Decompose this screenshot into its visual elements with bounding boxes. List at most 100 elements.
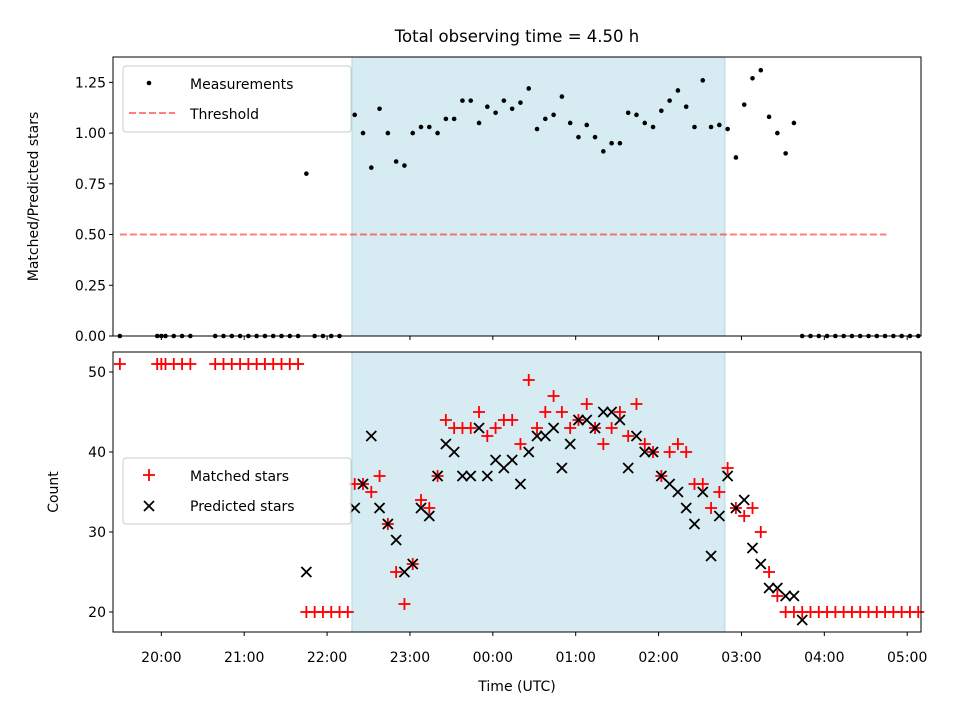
predicted-star-point (763, 582, 775, 594)
matched-star-point (506, 414, 519, 426)
ratio-plot-frame (112, 56, 922, 337)
predicted-star-point (357, 478, 369, 490)
measurement-point (592, 134, 598, 140)
measurement-point (791, 120, 797, 126)
y-tick-label: 1.00 (75, 126, 106, 142)
y-tick-label: 0.75 (75, 177, 106, 193)
matched-star-point (439, 414, 452, 426)
measurement-point (559, 94, 565, 99)
predicted-star-points (300, 406, 808, 626)
x-tick-label: 22:00 (307, 650, 347, 666)
x-tick-label: 20:00 (141, 650, 181, 666)
matched-star-point (746, 502, 759, 514)
predicted-star-point (423, 510, 435, 522)
measurement-point (584, 122, 590, 128)
measurement-point (783, 151, 788, 156)
time-x-axis-label: Time (UTC) (477, 679, 555, 695)
measurement-point (435, 130, 440, 136)
measurement-point (543, 116, 548, 122)
measurement-point (733, 155, 739, 160)
matched-star-point (680, 446, 693, 458)
predicted-star-point (514, 478, 527, 490)
measurement-point (692, 124, 697, 130)
measurement-point (567, 120, 573, 126)
predicted-star-point (589, 422, 601, 434)
matched-star-point (713, 486, 726, 498)
matched-star-point (539, 406, 552, 418)
predicted-star-point (465, 470, 477, 482)
matched-star-point (473, 406, 486, 418)
predicted-star-point (622, 462, 634, 474)
matched-star-point (341, 606, 354, 618)
matched-legend-label: Matched stars (190, 469, 289, 485)
observing-window-shade (351, 351, 726, 633)
matched-star-point (613, 406, 626, 418)
matched-star-point (113, 358, 126, 370)
measurement-point (402, 163, 407, 168)
matched-star-point (580, 398, 593, 410)
matched-star-point (365, 486, 378, 498)
measurement-point (650, 124, 656, 130)
measurement-point (493, 110, 498, 116)
measurement-point (393, 159, 399, 164)
matched-star-point (622, 430, 635, 442)
x-tick-label: 01:00 (556, 650, 596, 666)
measurement-point (625, 110, 631, 116)
predicted-star-point (597, 406, 609, 418)
matched-star-point (597, 438, 610, 450)
matched-star-point (390, 566, 403, 578)
measurement-point (443, 116, 449, 122)
count-panel: 20:00 21:00 22:00 23:00 00:00 01:00 02:00 03:00… (46, 351, 927, 695)
matched-star-point (663, 446, 676, 458)
matched-star-point (489, 422, 502, 434)
measurements-legend-marker (146, 80, 152, 86)
measurement-point (476, 120, 482, 126)
measurement-point (601, 149, 606, 154)
count-legend-box (122, 457, 352, 525)
measurement-point (700, 78, 706, 83)
predicted-star-point (523, 446, 535, 458)
measurement-point (304, 171, 309, 176)
predicted-star-point (639, 446, 651, 458)
count-y-axis-label: Count (46, 471, 62, 513)
x-tick-label: 04:00 (804, 650, 844, 666)
measurement-point (377, 106, 382, 112)
matched-star-point (738, 510, 751, 522)
matched-star-point (912, 606, 925, 618)
predicted-star-point (688, 518, 701, 530)
measurement-point (741, 102, 747, 107)
predicted-star-point (630, 430, 643, 442)
matched-legend-marker (143, 469, 155, 481)
y-tick-label: 1.25 (75, 75, 106, 91)
matched-star-point (522, 374, 535, 386)
y-tick-label: 50 (88, 365, 106, 381)
measurement-point (460, 98, 465, 103)
measurement-point (667, 98, 672, 103)
measurement-point (451, 116, 457, 122)
measurement-point (526, 86, 532, 91)
predicted-star-point (614, 414, 626, 426)
matched-star-point (373, 470, 386, 482)
measurement-point (766, 114, 772, 120)
predicted-star-point (473, 422, 485, 434)
predicted-star-point (796, 614, 808, 626)
predicted-legend-marker (143, 500, 155, 512)
measurement-point (775, 130, 780, 136)
measurement-point (683, 104, 689, 110)
predicted-star-point (697, 486, 709, 498)
predicted-star-point (481, 470, 493, 482)
measurement-point (642, 120, 648, 126)
y-tick-label: 0.50 (75, 228, 106, 244)
predicted-star-point (300, 566, 313, 578)
matched-star-point (696, 478, 709, 490)
predicted-legend-label: Predicted stars (190, 499, 295, 515)
measurement-point (725, 126, 730, 132)
matched-star-point (423, 502, 436, 514)
predicted-star-point (647, 446, 659, 458)
matched-star-point (464, 422, 477, 434)
matched-star-point (638, 438, 651, 450)
predicted-star-point (390, 534, 402, 546)
measurement-point (368, 165, 374, 170)
predicted-star-point (672, 486, 684, 498)
